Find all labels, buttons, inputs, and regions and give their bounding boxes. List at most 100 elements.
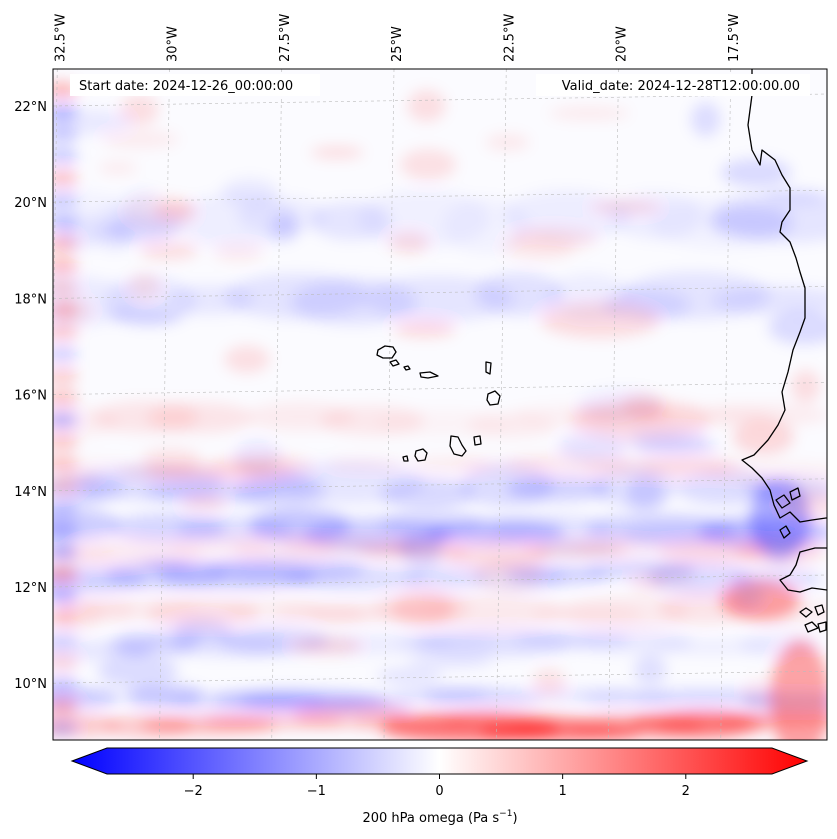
meridian-gridline — [495, 69, 507, 740]
omega-contour — [540, 302, 660, 338]
omega-contour — [53, 632, 78, 648]
omega-contour — [153, 201, 194, 220]
gambia-estuary — [775, 487, 801, 509]
latitude-label: 18°N — [14, 292, 47, 307]
omega-contour — [57, 214, 103, 250]
omega-contour — [407, 654, 494, 668]
map-panel: Start date: 2024-12-26_00:00:00 Valid_da… — [14, 14, 828, 741]
omega-contour — [284, 565, 427, 591]
omega-contour — [147, 402, 253, 434]
omega-field — [53, 82, 827, 740]
omega-contour — [53, 654, 78, 670]
omega-contour — [393, 320, 456, 338]
omega-contour — [57, 539, 205, 566]
omega-contour — [63, 468, 100, 487]
omega-contour — [590, 200, 662, 214]
omega-contour — [210, 690, 390, 710]
longitude-label: 30°W — [166, 26, 181, 62]
omega-contour — [149, 625, 204, 648]
cape-verde-fogo — [414, 448, 428, 462]
omega-contour — [690, 102, 721, 137]
colorbar-bar — [70, 747, 809, 775]
latitude-label: 12°N — [14, 581, 47, 596]
start-date-label: Start date: 2024-12-26_00:00:00 — [79, 79, 293, 94]
cape-verde-brava — [402, 455, 409, 462]
start-date-box — [70, 74, 320, 96]
longitude-label: 32.5°W — [53, 14, 68, 62]
omega-contour — [53, 698, 78, 714]
omega-contour — [625, 476, 665, 512]
longitude-label: 17.5°W — [727, 14, 742, 62]
valid-date-box — [536, 74, 810, 96]
latitude-label: 20°N — [14, 196, 47, 211]
gridlines — [53, 69, 827, 740]
omega-contour — [770, 640, 827, 740]
omega-contour — [791, 370, 821, 403]
omega-contour — [53, 566, 78, 582]
omega-contour — [707, 207, 792, 238]
omega-contour — [407, 89, 446, 122]
omega-contour — [630, 712, 770, 736]
omega-contour — [375, 668, 444, 683]
omega-contour — [388, 231, 430, 254]
omega-contour — [704, 461, 827, 485]
omega-contour — [53, 148, 78, 164]
omega-contour — [776, 488, 827, 519]
cape-verde-sao-vicente — [389, 359, 400, 367]
omega-contour — [56, 298, 94, 324]
omega-contour — [101, 130, 179, 149]
omega-contour — [475, 272, 563, 316]
omega-contour — [357, 189, 491, 249]
omega-contour — [532, 668, 566, 696]
omega-contour — [128, 272, 161, 300]
omega-contour — [535, 537, 619, 559]
omega-contour — [53, 390, 78, 406]
omega-contour — [53, 109, 132, 135]
omega-contour — [70, 487, 105, 505]
omega-contour — [53, 456, 78, 472]
colorbar-tick-label: 2 — [682, 784, 690, 799]
omega-contour — [53, 280, 78, 296]
cape-verde-maio — [473, 435, 482, 446]
omega-contour — [53, 500, 78, 516]
map-frame — [52, 68, 828, 741]
longitude-axis-labels: 32.5°W 30°W 27.5°W 25°W 22.5°W 20°W 17.5°W — [53, 14, 742, 62]
longitude-label: 27.5°W — [278, 14, 293, 62]
omega-contour — [53, 412, 78, 428]
omega-contour — [702, 403, 827, 427]
omega-contour — [320, 405, 425, 436]
omega-contour — [561, 596, 689, 630]
omega-contour — [221, 178, 279, 207]
omega-contour — [403, 566, 488, 590]
omega-contour — [480, 722, 640, 740]
omega-contour — [53, 324, 78, 340]
bijagos-islands — [779, 525, 827, 633]
omega-contour — [98, 161, 138, 175]
colorbar-tick-label: 1 — [559, 784, 567, 799]
meridian-gridline — [383, 69, 395, 740]
omega-contour — [53, 258, 78, 274]
omega-contour — [270, 213, 299, 242]
omega-contour — [711, 285, 827, 315]
omega-contour — [633, 654, 667, 686]
latitude-label: 16°N — [14, 389, 47, 404]
colorbar-tick-label: −1 — [307, 784, 326, 799]
omega-contour — [627, 429, 709, 448]
omega-contour — [53, 544, 78, 560]
omega-contour — [53, 676, 78, 692]
omega-contour — [53, 588, 78, 604]
omega-contour — [486, 514, 614, 543]
omega-contour — [310, 146, 364, 159]
omega-contour — [409, 456, 491, 472]
omega-contour — [485, 134, 530, 151]
omega-contour — [289, 636, 363, 655]
cape-verde-sal — [485, 361, 492, 375]
guinea-bissau-coastline — [779, 547, 827, 593]
latitude-label: 14°N — [14, 485, 47, 500]
longitude-label: 20°W — [615, 26, 630, 62]
omega-contour — [422, 687, 543, 707]
omega-contour — [139, 241, 199, 260]
omega-contour — [53, 192, 78, 208]
omega-contour — [720, 158, 792, 187]
